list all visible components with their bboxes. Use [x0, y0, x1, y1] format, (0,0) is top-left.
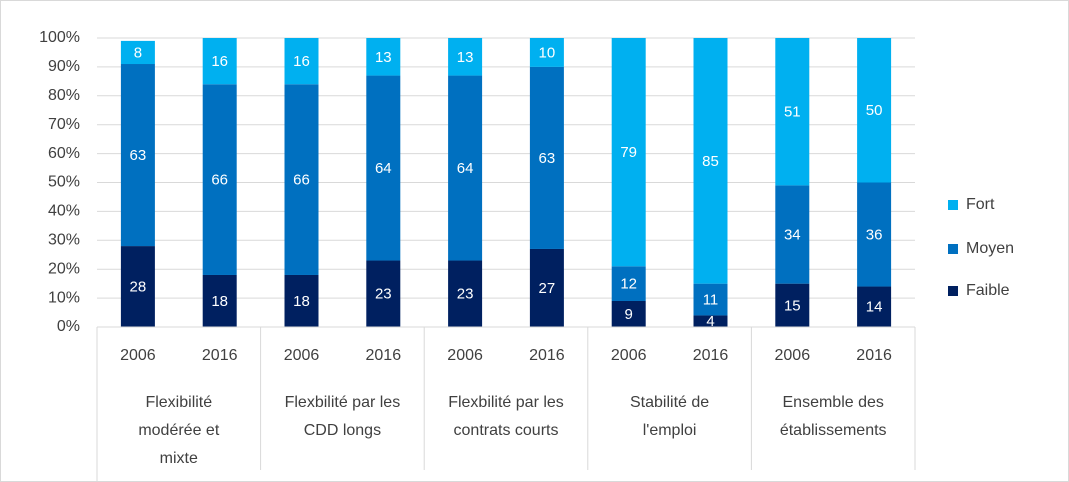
- data-label: 13: [375, 49, 392, 66]
- bar-segment: [202, 38, 237, 85]
- legend-swatch: [948, 200, 958, 210]
- data-label: 51: [784, 104, 801, 121]
- bar-segment: [448, 38, 483, 76]
- group-label: CDD longs: [304, 422, 381, 439]
- x-tick-label: 2006: [120, 347, 156, 364]
- bar-segment: [693, 315, 728, 327]
- legend-label: Moyen: [966, 240, 1014, 257]
- data-label: 85: [702, 153, 719, 170]
- bar-segment: [775, 283, 810, 327]
- data-label: 4: [706, 313, 714, 330]
- bar-segment: [120, 246, 155, 327]
- x-tick-label: 2016: [202, 347, 238, 364]
- bar-segment: [366, 75, 401, 261]
- bar-segment: [529, 66, 564, 249]
- bar-segment: [857, 286, 892, 327]
- bar-segment: [284, 38, 319, 85]
- x-tick-label: 2016: [529, 347, 565, 364]
- data-label: 16: [293, 53, 310, 70]
- x-tick-label: 2016: [693, 347, 729, 364]
- group-label: Flexbilité par les: [285, 394, 401, 411]
- bar-segment: [120, 64, 155, 247]
- group-label: établissements: [780, 422, 887, 439]
- bar-segment: [775, 38, 810, 186]
- data-label: 11: [703, 292, 719, 309]
- x-tick-label: 2006: [447, 347, 483, 364]
- group-label: mixte: [160, 450, 198, 467]
- data-label: 12: [620, 276, 637, 293]
- bar-segment: [529, 248, 564, 327]
- data-label: 18: [211, 293, 228, 310]
- y-tick-label: 20%: [48, 260, 80, 277]
- data-label: 8: [134, 44, 142, 61]
- y-tick-label: 100%: [39, 29, 80, 46]
- bar-segment: [857, 38, 892, 183]
- bar-segment: [611, 38, 646, 267]
- bar-segment: [448, 75, 483, 261]
- data-label: 27: [539, 280, 556, 297]
- bar-segment: [284, 274, 319, 327]
- group-label: Stabilité de: [630, 394, 709, 411]
- data-label: 63: [539, 150, 556, 167]
- data-label: 13: [457, 49, 474, 66]
- legend-label: Faible: [966, 282, 1010, 299]
- bar-segment: [202, 274, 237, 327]
- data-label: 79: [620, 144, 637, 161]
- y-tick-label: 10%: [48, 289, 80, 306]
- data-label: 64: [375, 160, 392, 177]
- group-label: Flexibilité: [145, 394, 212, 411]
- y-tick-label: 80%: [48, 87, 80, 104]
- data-label: 14: [866, 299, 883, 316]
- y-tick-label: 0%: [57, 318, 80, 335]
- y-tick-label: 60%: [48, 145, 80, 162]
- legend-swatch: [948, 286, 958, 296]
- bar-segment: [448, 260, 483, 327]
- group-label: contrats courts: [454, 422, 559, 439]
- x-tick-label: 2016: [856, 347, 892, 364]
- data-label: 63: [130, 147, 147, 164]
- bar-segment: [693, 283, 728, 316]
- x-tick-label: 2006: [611, 347, 647, 364]
- x-tick-label: 2006: [284, 347, 320, 364]
- bar-segment: [529, 38, 564, 67]
- legend-label: Fort: [966, 196, 995, 213]
- bar-segment: [284, 84, 319, 275]
- group-label: Ensemble des: [783, 394, 884, 411]
- y-tick-label: 30%: [48, 232, 80, 249]
- data-label: 10: [539, 44, 556, 61]
- data-label: 50: [866, 102, 883, 119]
- y-tick-label: 70%: [48, 116, 80, 133]
- x-tick-label: 2016: [366, 347, 402, 364]
- y-tick-label: 40%: [48, 203, 80, 220]
- data-label: 23: [457, 286, 474, 303]
- bar-segment: [120, 40, 155, 65]
- data-label: 9: [625, 306, 633, 323]
- group-label: modérée et: [138, 422, 219, 439]
- y-tick-label: 50%: [48, 174, 80, 191]
- data-label: 36: [866, 226, 883, 243]
- bar-segment: [611, 266, 646, 301]
- group-label: l'emploi: [643, 422, 697, 439]
- group-label: Flexbilité par les: [448, 394, 564, 411]
- data-label: 66: [211, 172, 228, 189]
- legend-swatch: [948, 244, 958, 254]
- x-tick-label: 2006: [775, 347, 811, 364]
- data-label: 16: [211, 53, 228, 70]
- bar-segment: [857, 182, 892, 287]
- bar-segment: [366, 260, 401, 327]
- data-label: 15: [784, 297, 801, 314]
- data-label: 28: [130, 279, 147, 296]
- bar-segment: [202, 84, 237, 275]
- bar-segment: [611, 300, 646, 327]
- data-label: 64: [457, 160, 474, 177]
- data-label: 23: [375, 286, 392, 303]
- bar-segment: [366, 38, 401, 76]
- y-tick-label: 90%: [48, 58, 80, 75]
- data-label: 34: [784, 226, 801, 243]
- bar-segment: [775, 185, 810, 284]
- bar-segment: [693, 38, 728, 284]
- data-label: 18: [293, 293, 310, 310]
- data-label: 66: [293, 172, 310, 189]
